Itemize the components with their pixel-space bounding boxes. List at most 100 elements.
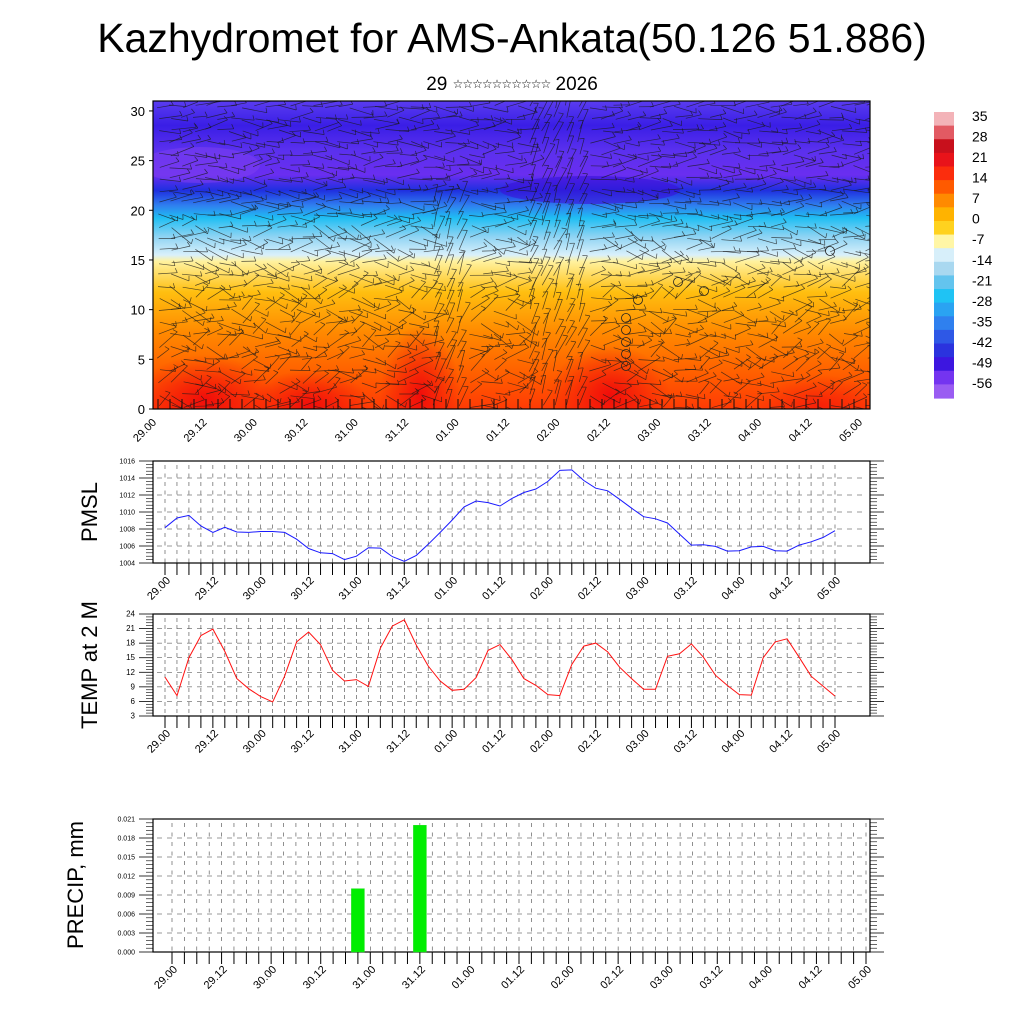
wind-barb-flag: [343, 260, 349, 264]
wind-barb: [349, 188, 363, 194]
wind-barb-flag: [395, 295, 398, 301]
wind-barb: [362, 105, 387, 108]
wind-barb: [529, 288, 535, 310]
wind-barb-flag: [661, 240, 666, 245]
wind-barb-flag: [570, 297, 576, 300]
wind-barb: [507, 298, 524, 307]
wind-barb-flag: [704, 96, 707, 100]
wind-barb-flag: [456, 315, 462, 318]
wind-barb: [843, 188, 870, 194]
wind-barb-flag: [808, 138, 811, 144]
wind-barb: [169, 190, 192, 196]
wind-barb: [265, 294, 285, 311]
wind-barb: [229, 189, 252, 196]
wind-barb: [543, 101, 554, 119]
wind-barb: [494, 276, 518, 289]
wind-barb-flag: [385, 205, 390, 210]
wind-barb: [554, 335, 568, 359]
wind-barb: [313, 101, 339, 106]
wind-barb: [805, 202, 822, 208]
wind-barb: [338, 177, 355, 181]
wind-barb: [615, 385, 632, 396]
wind-barb: [339, 309, 361, 313]
wind-barb: [566, 277, 574, 300]
wind-barb: [229, 295, 245, 300]
wind-barb: [626, 167, 648, 174]
wind-barb-flag: [861, 230, 865, 236]
wind-barb: [422, 177, 449, 180]
wind-barb-flag: [320, 299, 323, 305]
wind-barb: [577, 101, 587, 119]
wind-barb-flag: [698, 239, 703, 244]
wind-barb: [171, 118, 188, 122]
wind-barb: [795, 179, 812, 185]
wind-barb: [637, 339, 652, 349]
wind-barb: [313, 253, 331, 262]
wind-barb: [217, 105, 237, 108]
wind-barb-flag: [799, 261, 804, 266]
wind-barb-flag: [610, 294, 613, 300]
wind-barb-flag: [634, 370, 639, 374]
wind-barb-flag: [300, 336, 302, 342]
wind-barb: [230, 201, 256, 211]
wind-barb: [769, 296, 784, 302]
wind-barb: [529, 322, 537, 348]
wind-barb-flag: [738, 170, 742, 175]
wind-barb-flag: [282, 215, 287, 220]
wind-barb: [230, 283, 247, 288]
wind-barb: [710, 382, 729, 397]
wind-barb-flag: [799, 342, 803, 348]
wind-barb-flag: [440, 335, 444, 341]
x-tick-label: 03.00: [624, 575, 652, 603]
wind-barb: [361, 151, 376, 155]
wind-barb-flag: [422, 339, 425, 345]
wind-barb: [651, 177, 668, 183]
wind-barb: [277, 104, 297, 111]
wind-barb-flag: [459, 251, 465, 253]
wind-barb-flag: [267, 311, 269, 317]
wind-barb-flag: [514, 93, 517, 97]
wind-barb-flag: [616, 207, 620, 212]
wind-barb-flag: [211, 313, 215, 319]
wind-barb-flag: [689, 198, 692, 204]
wind-barb: [252, 322, 267, 334]
wind-barb: [565, 327, 577, 346]
wind-barb: [781, 161, 805, 166]
wind-barb: [855, 226, 870, 236]
wind-barb-flag: [396, 140, 399, 146]
wind-barb: [399, 345, 417, 351]
wind-barb-flag: [737, 147, 741, 152]
wind-barb-flag: [505, 182, 509, 187]
wind-barb-flag: [242, 133, 247, 138]
wind-barb: [290, 164, 310, 166]
wind-barb-flag: [318, 293, 321, 299]
wind-barb: [553, 168, 567, 191]
wind-barb: [637, 157, 662, 168]
wind-barb-flag: [490, 115, 494, 121]
wind-barb: [519, 334, 532, 346]
wind-barb: [757, 271, 773, 275]
wind-barb: [795, 161, 816, 169]
wind-barb: [855, 140, 870, 143]
wind-barb: [699, 189, 721, 191]
wind-barb: [361, 370, 377, 374]
wind-barb: [435, 191, 443, 216]
wind-barb: [266, 141, 284, 143]
wind-barb: [229, 350, 251, 359]
wind-barb: [794, 214, 810, 218]
wind-barb: [555, 319, 565, 335]
wind-barb-flag: [351, 315, 355, 321]
wind-barb-flag: [204, 327, 210, 331]
wind-barb: [505, 295, 521, 311]
wind-barb: [662, 212, 679, 214]
wind-barb-flag: [767, 207, 771, 213]
wind-barb-flag: [205, 247, 208, 253]
wind-barb: [303, 269, 322, 275]
wind-barb: [495, 246, 516, 251]
wind-barb-flag: [480, 285, 486, 289]
colorbar-swatch: [934, 207, 954, 222]
wind-barb: [854, 384, 868, 397]
wind-barb: [855, 256, 869, 264]
wind-barb-flag: [654, 398, 659, 404]
wind-barb: [663, 395, 673, 408]
